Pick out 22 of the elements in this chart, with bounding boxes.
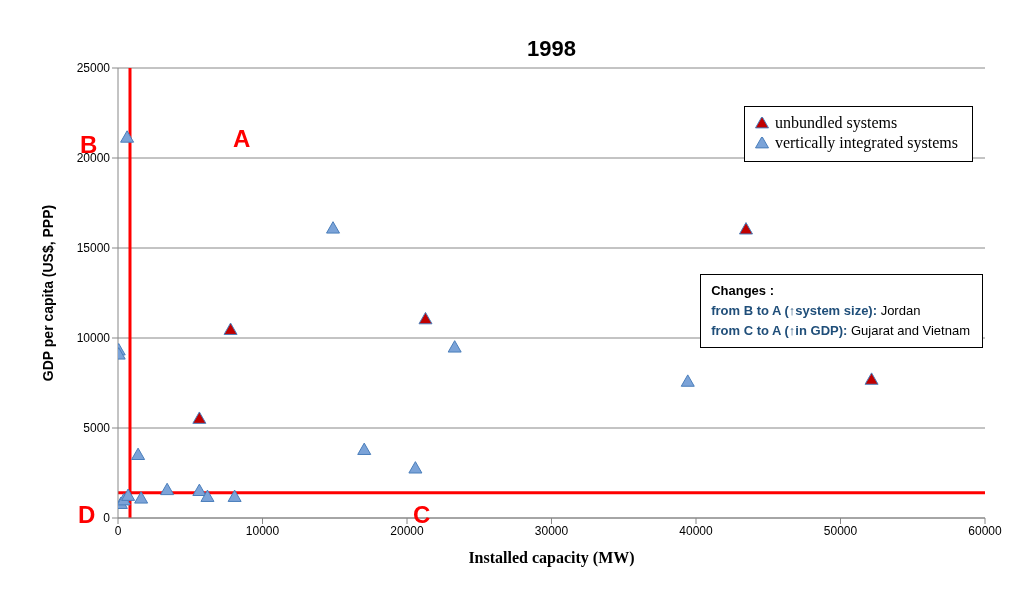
text: D	[78, 501, 96, 528]
legend-label: unbundled systems	[774, 113, 898, 133]
y-tick-label: 0	[103, 511, 111, 526]
y-tick-label: 5000	[83, 421, 111, 436]
x-tick-label: 20000	[390, 523, 425, 538]
annotation: Changes :	[711, 282, 775, 300]
annotation: from B to A (↑system size): Jordan	[711, 303, 921, 318]
x-tick-label: 0	[114, 523, 122, 538]
x-tick-label: 30000	[534, 523, 569, 538]
annotation: A	[233, 125, 251, 152]
x-tick-label: 60000	[968, 523, 1003, 538]
x-tick-label: 50000	[823, 523, 858, 538]
legend-label: vertically integrated systems	[774, 133, 958, 153]
annotation: from C to A (↑in GDP): Gujarat and Vietnam	[711, 323, 970, 338]
y-tick-label: 25000	[76, 61, 111, 76]
chart-title: 1998	[527, 36, 576, 61]
y-tick-label: 15000	[76, 241, 111, 256]
x-tick-label: 40000	[679, 523, 714, 538]
x-tick-label: 10000	[245, 523, 280, 538]
x-axis-title: Installed capacity (MW)	[468, 549, 635, 567]
y-tick-label: 10000	[76, 331, 111, 346]
y-axis-title: GDP per capita (US$, PPP)	[39, 204, 56, 382]
